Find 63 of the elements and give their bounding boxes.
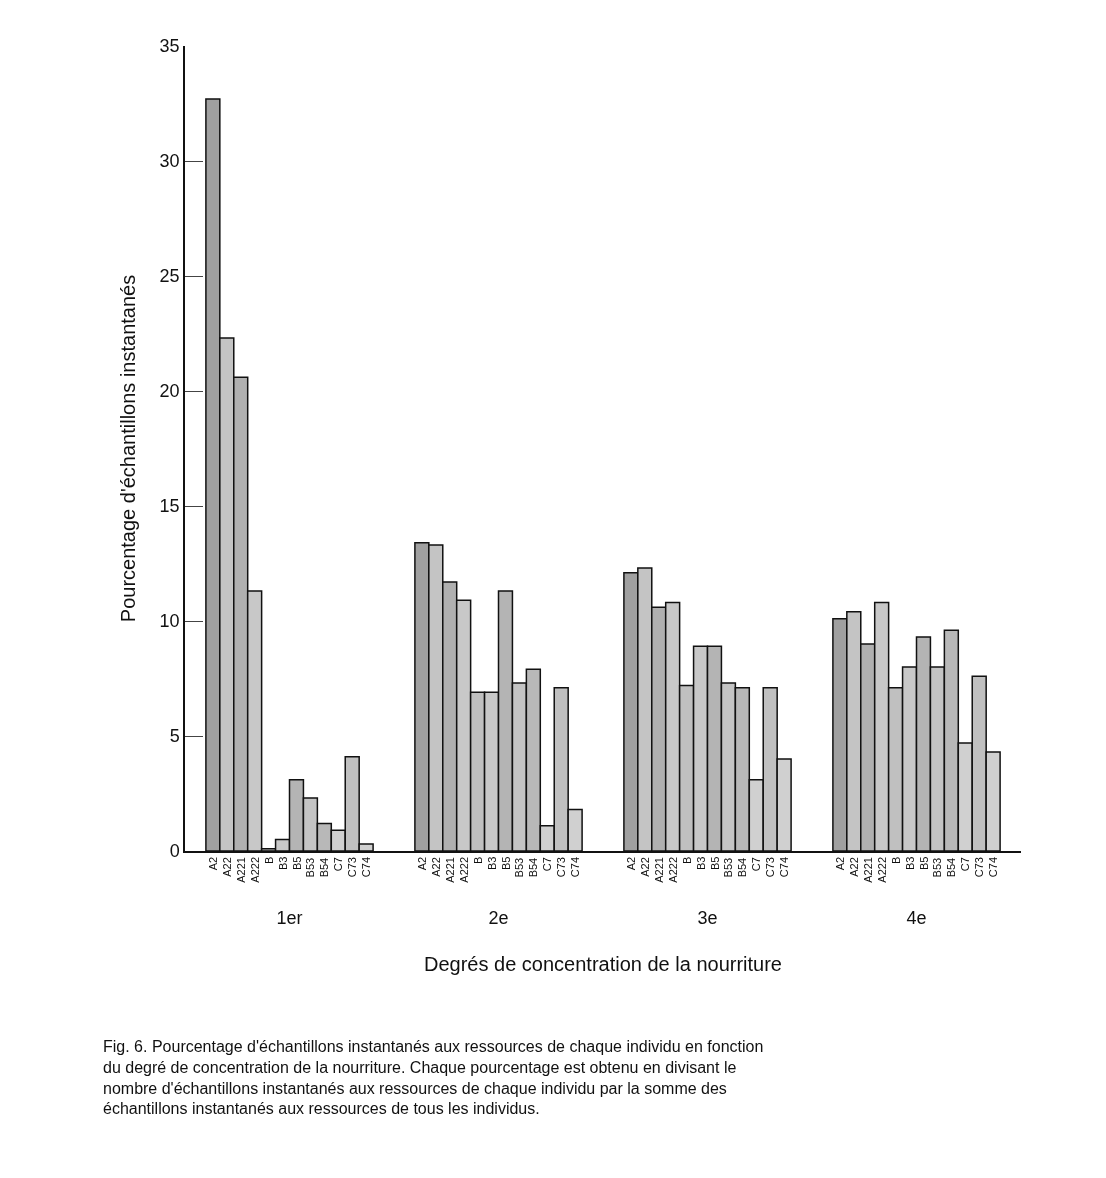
- text: A221: [652, 857, 665, 883]
- text: B53: [931, 857, 944, 878]
- text: C73: [973, 857, 986, 878]
- text: B3: [695, 856, 708, 871]
- y-tick-label: 15: [159, 496, 180, 517]
- text: B54: [318, 857, 331, 878]
- x-axis-title: Degrés de concentration de la nourriture: [424, 953, 782, 976]
- text: C73: [555, 857, 568, 878]
- text: B53: [304, 857, 317, 878]
- text: B53: [722, 857, 735, 878]
- text: C7: [750, 857, 763, 872]
- text: A2: [416, 856, 429, 871]
- text: A22: [638, 857, 651, 877]
- text: A2: [834, 856, 847, 871]
- text: C74: [987, 856, 1000, 878]
- x-tick-label: 2e: [488, 908, 509, 929]
- text: B53: [513, 857, 526, 878]
- text: A22: [847, 857, 860, 877]
- text: A222: [248, 856, 261, 883]
- text: B5: [917, 856, 930, 870]
- text: B5: [499, 856, 512, 870]
- text: A222: [875, 856, 888, 883]
- text: B54: [736, 857, 749, 878]
- text: C7: [541, 857, 554, 872]
- text: A222: [666, 856, 679, 883]
- y-tick-label: 35: [159, 36, 180, 57]
- x-tick-label: 1er: [276, 908, 303, 929]
- text: B: [263, 856, 276, 865]
- text: C7: [959, 857, 972, 872]
- x-tick-label: 4e: [906, 908, 927, 929]
- text: C73: [346, 857, 359, 878]
- text: B: [890, 856, 903, 865]
- y-tick-label: 0: [169, 841, 180, 862]
- text: A2: [625, 856, 638, 871]
- text: B5: [290, 856, 303, 870]
- y-tick-label: 30: [159, 151, 180, 172]
- y-axis-title: Pourcentage d'échantillons instantanés: [116, 274, 139, 623]
- text: C74: [569, 856, 582, 878]
- y-tick-label: 25: [159, 266, 180, 287]
- text: C7: [332, 857, 345, 872]
- x-tick-label: 3e: [697, 908, 718, 929]
- text: B: [472, 856, 485, 865]
- text: B5: [708, 856, 721, 870]
- text: A22: [429, 857, 442, 877]
- y-tick-label: 5: [169, 726, 180, 747]
- text: B: [681, 856, 694, 865]
- y-tick-label: 10: [159, 611, 180, 632]
- caption: Fig. 6. Pourcentage d'échantillons instantanés aux ressources de chaque individu en fonction du degré de concentration de la nourriture. Chaque pourcentage est obtenu en divisant le nombre d'échantillons instantanés aux ressources de chaque individu par la somme des échantillons instantanés aux ressources de tous les individus.: [103, 1038, 764, 1118]
- text: B3: [277, 856, 290, 871]
- text: A221: [234, 857, 247, 883]
- text: B3: [904, 856, 917, 871]
- text: A2: [207, 856, 220, 871]
- text: B54: [527, 857, 540, 878]
- text: B3: [486, 856, 499, 871]
- text: C74: [778, 856, 791, 878]
- text: A22: [220, 857, 233, 877]
- text: C73: [764, 857, 777, 878]
- text: A221: [861, 857, 874, 883]
- y-tick-label: 20: [159, 381, 180, 402]
- text: C74: [360, 856, 373, 878]
- text: B54: [945, 857, 958, 878]
- text: A222: [457, 856, 470, 883]
- text: A221: [443, 857, 456, 883]
